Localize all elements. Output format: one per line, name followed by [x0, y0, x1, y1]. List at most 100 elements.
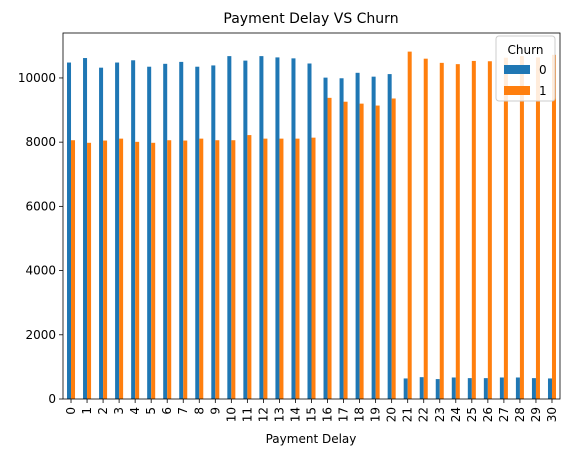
y-tick-label: 8000	[25, 135, 56, 149]
bar-series-0-cat-13	[275, 57, 280, 400]
bar-series-1-cat-12	[263, 138, 268, 399]
bar-series-1-cat-20	[391, 98, 396, 400]
bar-series-0-cat-16	[323, 77, 328, 399]
x-tick-label: 13	[272, 407, 286, 422]
bar-series-1-cat-2	[103, 140, 108, 400]
y-tick-label: 4000	[25, 264, 56, 278]
x-tick-label: 5	[144, 407, 158, 415]
x-tick-label: 27	[497, 407, 511, 422]
bar-series-0-cat-6	[163, 63, 168, 399]
bar-series-1-cat-25	[471, 60, 476, 400]
x-tick-label: 20	[385, 407, 399, 422]
x-tick-label: 8	[192, 407, 206, 415]
bar-series-0-cat-7	[179, 61, 184, 399]
x-tick-label: 18	[353, 407, 367, 422]
x-tick-label: 9	[208, 407, 222, 415]
x-tick-label: 30	[545, 407, 559, 422]
bar-series-0-cat-28	[515, 377, 520, 399]
bar-series-1-cat-28	[519, 56, 524, 400]
y-tick-label: 6000	[25, 199, 56, 213]
bar-series-1-cat-26	[487, 61, 492, 399]
bar-series-0-cat-30	[547, 378, 552, 399]
bar-series-1-cat-1	[87, 142, 92, 400]
x-tick-label: 4	[128, 407, 142, 415]
x-tick-label: 16	[321, 407, 335, 422]
bar-series-1-cat-21	[407, 51, 412, 400]
x-tick-label: 3	[112, 407, 126, 415]
y-tick-label: 10000	[18, 71, 56, 85]
bar-series-0-cat-2	[99, 67, 104, 400]
bar-series-1-cat-17	[343, 101, 348, 400]
bar-series-1-cat-4	[135, 141, 140, 399]
legend-label-1: 1	[539, 84, 547, 98]
x-tick-label: 0	[64, 407, 78, 415]
bar-series-0-cat-24	[451, 377, 456, 399]
x-tick-label: 23	[433, 407, 447, 422]
bar-series-0-cat-11	[243, 60, 248, 400]
x-tick-label: 29	[529, 407, 543, 422]
bar-series-1-cat-16	[327, 97, 332, 399]
x-tick-label: 22	[417, 407, 431, 422]
x-tick-label: 10	[224, 407, 238, 422]
chart-title: Payment Delay VS Churn	[223, 11, 398, 27]
bar-series-0-cat-19	[371, 76, 376, 399]
bar-series-0-cat-0	[67, 62, 72, 399]
x-tick-label: 2	[96, 407, 110, 415]
bar-series-1-cat-9	[215, 140, 220, 400]
x-tick-label: 26	[481, 407, 495, 422]
bar-series-0-cat-21	[403, 378, 408, 399]
legend-swatch-0	[504, 65, 530, 74]
bar-series-0-cat-18	[355, 72, 360, 399]
bar-series-1-cat-11	[247, 135, 252, 399]
bar-series-0-cat-20	[387, 74, 392, 399]
x-tick-label: 15	[305, 407, 319, 422]
bar-series-0-cat-25	[467, 378, 472, 399]
bar-series-1-cat-23	[439, 62, 444, 400]
bar-series-0-cat-26	[483, 378, 488, 399]
bar-series-1-cat-22	[423, 58, 428, 400]
x-tick-label: 7	[176, 407, 190, 415]
bar-series-1-cat-30	[551, 54, 556, 399]
x-tick-label: 17	[337, 407, 351, 422]
x-tick-label: 1	[80, 407, 94, 415]
bar-series-0-cat-23	[435, 379, 440, 399]
bar-series-1-cat-10	[231, 140, 236, 400]
bar-series-1-cat-18	[359, 103, 364, 399]
bar-series-1-cat-29	[535, 57, 540, 400]
x-tick-label: 25	[465, 407, 479, 422]
bar-series-1-cat-6	[167, 140, 172, 400]
bar-series-0-cat-9	[211, 65, 216, 400]
bar-series-0-cat-4	[131, 60, 136, 399]
y-tick-label: 0	[48, 392, 56, 406]
x-tick-label: 6	[160, 407, 174, 415]
legend-swatch-1	[504, 86, 530, 95]
bar-series-0-cat-27	[499, 377, 504, 399]
x-tick-label: 28	[513, 407, 527, 422]
bar-series-0-cat-12	[259, 56, 264, 400]
bar-series-0-cat-14	[291, 58, 296, 400]
x-tick-label: 12	[256, 407, 270, 422]
bar-series-1-cat-8	[199, 138, 204, 399]
bar-series-1-cat-14	[295, 138, 300, 399]
bar-series-1-cat-15	[311, 137, 316, 399]
bar-series-0-cat-10	[227, 56, 232, 400]
bar-series-1-cat-7	[183, 140, 188, 400]
legend: Churn 0 1	[495, 35, 556, 102]
bar-series-0-cat-5	[147, 66, 152, 400]
bar-series-1-cat-3	[119, 138, 124, 399]
bar-series-0-cat-29	[531, 378, 536, 399]
x-axis-label: Payment Delay	[266, 432, 357, 446]
x-tick-label: 11	[240, 407, 254, 422]
bar-series-1-cat-5	[151, 142, 156, 400]
bar-series-0-cat-3	[115, 62, 120, 399]
x-tick-label: 19	[369, 407, 383, 422]
legend-title: Churn	[508, 43, 544, 57]
bar-series-0-cat-8	[195, 66, 200, 400]
x-tick-label: 21	[401, 407, 415, 422]
bar-series-1-cat-24	[455, 64, 460, 399]
bar-series-1-cat-13	[279, 138, 284, 399]
bar-series-0-cat-15	[307, 63, 312, 399]
y-tick-label: 2000	[25, 328, 56, 342]
